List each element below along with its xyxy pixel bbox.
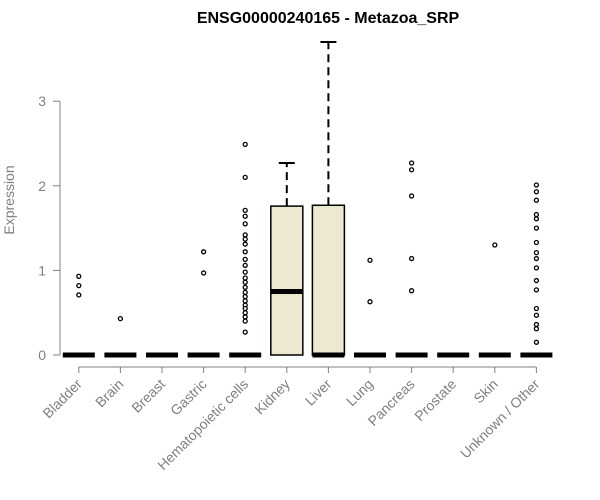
outlier-point (242, 221, 248, 227)
outlier-point (242, 298, 248, 304)
outlier-point (533, 225, 540, 231)
outlier-point (242, 262, 248, 268)
outlier-point (76, 282, 82, 289)
outlier-point (242, 241, 248, 247)
box-unknown-other (520, 182, 553, 358)
x-tick-label: Skin (470, 376, 501, 407)
x-tick-label: Breast (128, 376, 168, 416)
x-tick-label: Liver (302, 376, 335, 409)
outlier-point (242, 279, 248, 285)
outlier-point (242, 174, 248, 181)
outlier-point (533, 255, 540, 262)
outlier-point (533, 312, 540, 318)
outlier-point (533, 287, 540, 293)
outlier-point (242, 232, 248, 238)
outlier-point (533, 182, 540, 188)
outlier-point (242, 249, 248, 255)
outlier-point (533, 321, 540, 328)
box-bladder (62, 273, 95, 358)
outlier-point (242, 314, 248, 320)
x-tick-label: Unknown / Other (457, 376, 543, 462)
outlier-point (492, 242, 498, 248)
box-lung (354, 257, 386, 358)
outlier-point (367, 299, 373, 305)
y-axis: 0 1 2 3 (38, 93, 61, 363)
y-axis-label: Expression (1, 165, 17, 234)
box-rect (311, 204, 346, 356)
outlier-point (242, 236, 248, 242)
outlier-point (533, 216, 540, 222)
outlier-point (533, 239, 540, 246)
box-pancreas (395, 160, 428, 358)
box-hematopoietic-cells (229, 141, 262, 358)
box-liver (311, 41, 346, 358)
chart-title: ENSG00000240165 - Metazoa_SRP (197, 10, 460, 27)
box-brain (104, 315, 137, 358)
outlier-point (242, 293, 248, 300)
outlier-point (76, 292, 82, 298)
outlier-point (242, 318, 248, 324)
outlier-point (242, 269, 248, 275)
y-tick-label: 2 (38, 178, 46, 194)
outlier-point (242, 289, 248, 296)
outlier-point (408, 288, 415, 294)
y-tick-label: 1 (38, 262, 46, 278)
outlier-point (242, 141, 248, 148)
outlier-point (242, 284, 248, 290)
outlier-point (533, 197, 540, 203)
outlier-point (533, 339, 540, 345)
outlier-point (533, 189, 540, 195)
x-tick-label: Brain (92, 376, 126, 410)
box-rect (270, 205, 304, 356)
y-tick-label: 3 (38, 93, 46, 109)
outlier-point (242, 213, 248, 219)
outlier-point (408, 167, 415, 173)
outlier-point (408, 255, 415, 262)
outlier-point (533, 211, 540, 218)
outlier-point (117, 315, 124, 322)
outlier-point (242, 305, 248, 312)
outlier-point (408, 160, 415, 166)
box-skin (478, 242, 511, 358)
x-tick-label: Lung (343, 376, 376, 409)
x-tick-label: Prostate (411, 376, 459, 424)
outlier-point (533, 265, 540, 271)
outlier-point (242, 256, 248, 263)
outlier-point (242, 310, 248, 316)
outlier-point (533, 249, 540, 256)
x-tick-label: Bladder (39, 376, 85, 422)
outlier-point (533, 277, 540, 284)
outlier-point (242, 207, 248, 213)
y-tick-label: 0 (38, 347, 46, 363)
outlier-point (200, 270, 207, 276)
outlier-point (533, 326, 540, 332)
outlier-point (533, 305, 540, 312)
outlier-point (242, 329, 248, 335)
outlier-point (408, 193, 415, 199)
outlier-point (242, 275, 248, 281)
outlier-point (367, 257, 373, 263)
outlier-point (76, 273, 82, 279)
box-gastric (187, 249, 220, 358)
outlier-point (200, 249, 207, 255)
box-kidney (270, 161, 304, 356)
x-tick-label: Kidney (251, 376, 293, 418)
box-group (62, 41, 553, 358)
